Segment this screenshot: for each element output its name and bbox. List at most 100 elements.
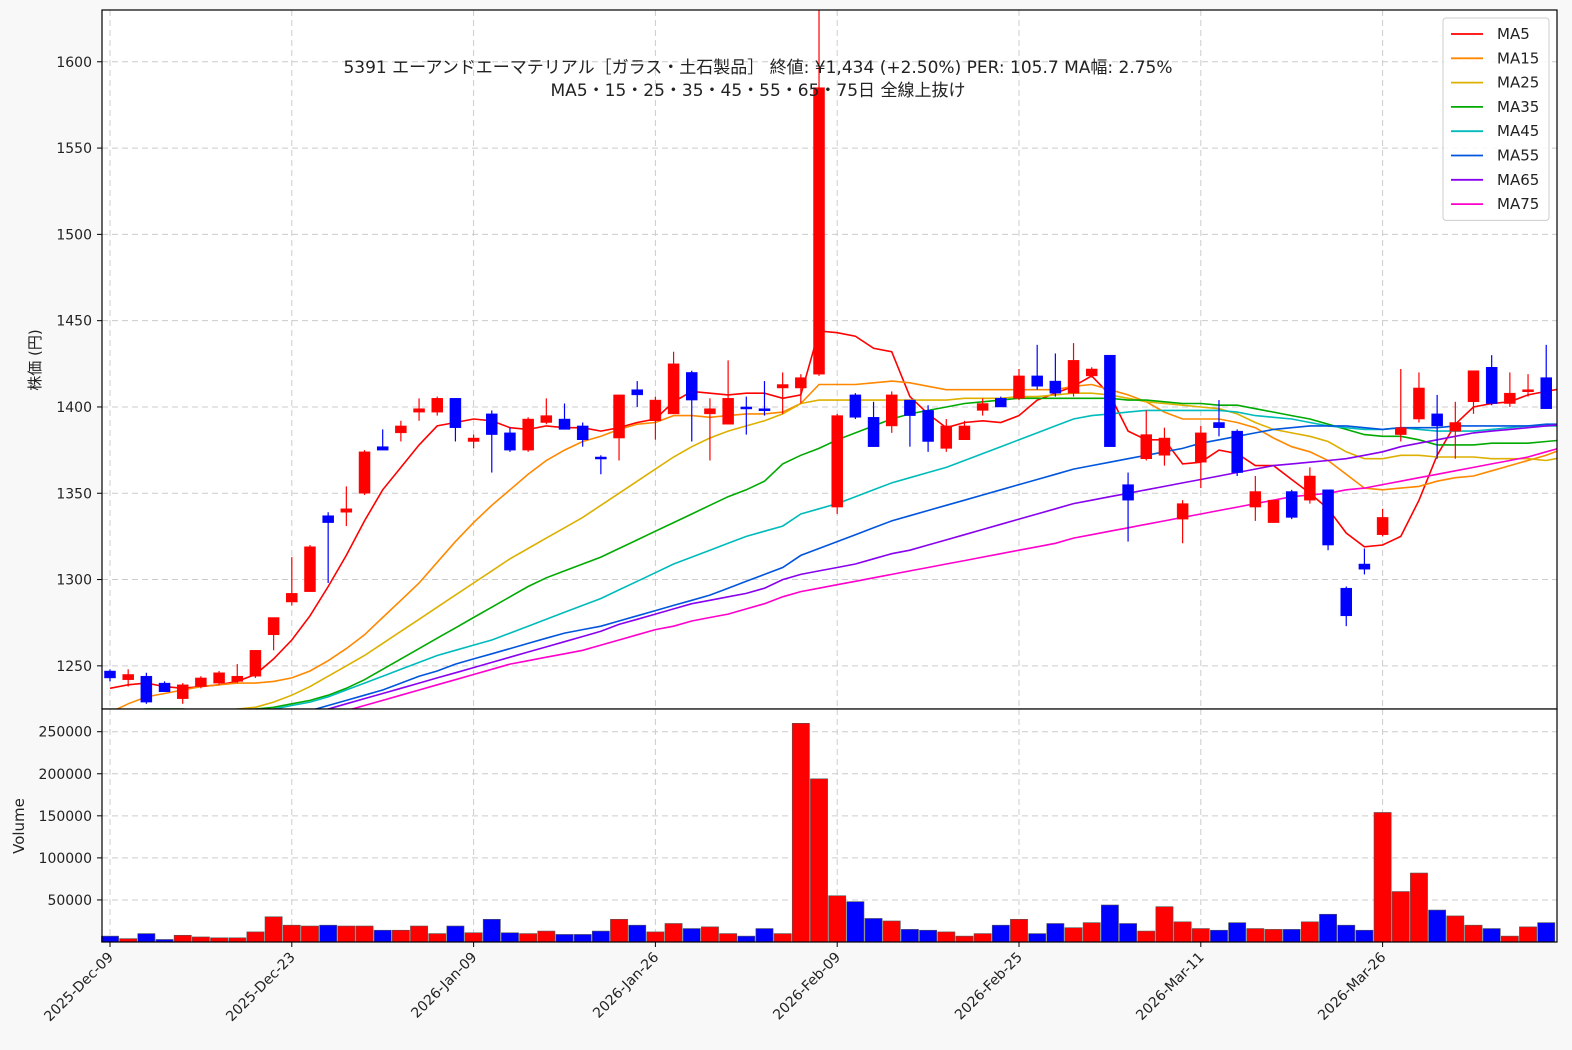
candle-body: [376, 446, 389, 451]
candle: [922, 405, 934, 452]
candle-body: [1322, 489, 1334, 546]
candle-body: [1013, 375, 1025, 399]
candle-body: [395, 425, 407, 434]
candle-body: [1540, 377, 1552, 409]
candle-body: [1140, 434, 1153, 459]
volume-bar: [664, 923, 683, 943]
candle: [1104, 354, 1116, 447]
volume-bar: [1246, 928, 1265, 943]
candle: [613, 394, 625, 461]
legend-entry: MA65: [1451, 171, 1539, 189]
volume-bar: [355, 925, 374, 943]
volume-bar: [446, 925, 465, 943]
volume-bar: [864, 918, 883, 943]
candle: [231, 664, 244, 684]
candle: [1122, 472, 1134, 542]
volume-bar: [464, 932, 483, 943]
volume-bar: [1373, 812, 1392, 943]
price-tick-label: 1500: [56, 227, 92, 243]
volume-bar: [610, 918, 628, 943]
legend-label: MA25: [1497, 74, 1539, 92]
candle: [867, 401, 880, 447]
candle: [358, 450, 371, 495]
ma-line-ma55: [313, 423, 1557, 709]
candle-body: [1285, 491, 1298, 518]
volume-bar: [192, 936, 210, 943]
volume-bar: [1282, 929, 1301, 943]
volume-bar: [1355, 929, 1374, 943]
candle: [904, 399, 916, 447]
candle-body: [722, 398, 734, 425]
volume-bar: [282, 924, 301, 943]
candle-body: [831, 415, 843, 508]
candle-body: [486, 413, 498, 435]
candle: [431, 396, 443, 416]
candle-body: [813, 87, 825, 375]
legend-label: MA75: [1497, 195, 1539, 213]
candle: [667, 351, 680, 415]
volume-bar: [882, 920, 901, 943]
candle: [1395, 368, 1407, 442]
volume-bar: [228, 937, 247, 943]
legend-entry: MA55: [1451, 147, 1539, 165]
volume-bar: [1137, 930, 1156, 943]
volume-bar: [1428, 909, 1447, 943]
candle-body: [1158, 437, 1171, 456]
volume-bar: [810, 778, 828, 943]
candle-body: [904, 399, 916, 416]
volume-bar: [773, 933, 792, 943]
volume-bar: [1391, 891, 1410, 943]
candle: [158, 681, 171, 692]
candle-body: [231, 675, 244, 682]
volume-bar: [264, 916, 283, 943]
volume-bar: [1410, 872, 1428, 943]
volume-bars: [101, 722, 1556, 943]
candle-body: [504, 432, 516, 451]
volume-bar: [537, 930, 556, 943]
candle-body: [1340, 587, 1352, 617]
volume-bar: [1191, 928, 1210, 943]
candle: [704, 398, 716, 461]
legend-label: MA55: [1497, 147, 1539, 165]
candle: [1376, 508, 1389, 537]
candle: [1504, 372, 1516, 407]
candle-body: [940, 425, 953, 449]
candle-body: [885, 394, 898, 427]
candle: [340, 486, 353, 527]
candle-body: [576, 425, 589, 441]
volume-bar: [1446, 915, 1465, 943]
price-tick-label: 1450: [56, 314, 92, 330]
price-plot-area: [102, 10, 1557, 709]
volume-bar: [1337, 924, 1356, 943]
candle-body: [267, 617, 280, 636]
volume-bar: [846, 901, 865, 943]
volume-bar: [1046, 923, 1065, 943]
candle-body: [1213, 422, 1225, 428]
candle-body: [249, 650, 262, 677]
candle: [1485, 355, 1498, 406]
volume-tick-label: 150000: [39, 809, 92, 825]
candlesticks: [104, 10, 1552, 704]
volume-bar: [337, 925, 356, 943]
legend-label: MA35: [1497, 98, 1539, 116]
candle: [122, 669, 134, 687]
volume-bar: [519, 933, 538, 943]
candle-body: [1358, 563, 1371, 570]
candle: [558, 403, 571, 430]
candle-body: [849, 394, 862, 418]
volume-bar: [301, 925, 319, 943]
candle-body: [122, 674, 134, 680]
volume-bar: [501, 932, 519, 943]
volume-bar: [591, 930, 610, 943]
volume-bar: [1064, 927, 1083, 943]
candle: [1522, 374, 1534, 397]
candle: [1449, 401, 1462, 459]
candle-body: [667, 363, 680, 415]
candle-body: [1485, 367, 1498, 404]
candle: [1413, 372, 1425, 423]
price-grid: [102, 10, 1557, 709]
volume-bar: [319, 924, 338, 943]
volume-bar: [137, 933, 156, 943]
volume-bar: [101, 935, 119, 943]
